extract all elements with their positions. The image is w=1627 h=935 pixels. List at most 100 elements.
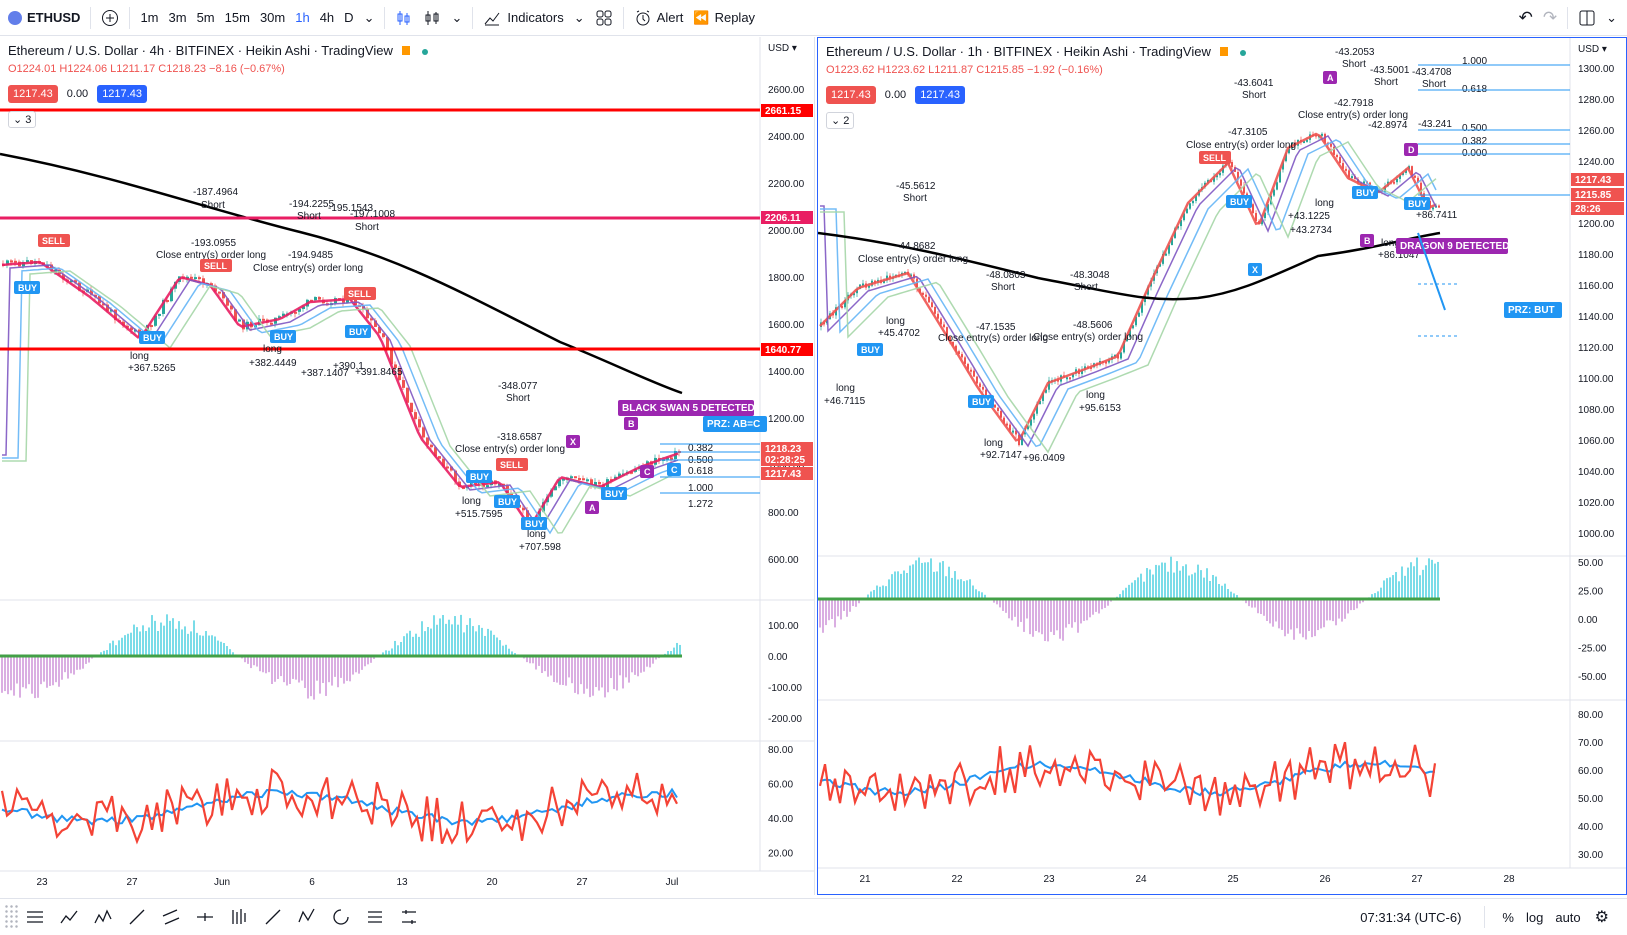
- signal-marker: [139, 331, 165, 344]
- alert-button[interactable]: Alert: [629, 0, 689, 36]
- candle: [940, 318, 942, 325]
- pattern-tool-icon[interactable]: [290, 902, 324, 932]
- candle: [14, 260, 17, 263]
- trade-annotation: long: [527, 529, 546, 540]
- signal-marker: [1226, 195, 1252, 208]
- candle: [1066, 377, 1068, 380]
- candle: [394, 364, 397, 369]
- trade-annotation: +86.7411: [1416, 210, 1458, 221]
- osc-tick: 50.00: [1578, 558, 1603, 569]
- chart-type-tool-icon[interactable]: [18, 902, 52, 932]
- time-tick: Jul: [666, 877, 679, 888]
- candle: [1108, 359, 1110, 363]
- trade-annotation: PRZ: AB=C: [707, 419, 760, 430]
- left-chart-pane[interactable]: USD ▾ 2600.00 2400.00 2200.00 2000.00 1800.00…: [0, 37, 815, 895]
- indicators-button[interactable]: Indicators: [478, 0, 568, 36]
- redo-icon[interactable]: ↷: [1542, 7, 1558, 27]
- interval-5m[interactable]: 5m: [196, 10, 215, 25]
- interval-1h[interactable]: 1h: [295, 10, 310, 25]
- chevron-down-icon[interactable]: ⌄: [451, 9, 463, 25]
- price-tick: 1060.00: [1578, 436, 1615, 447]
- parallel-channel-tool-icon[interactable]: [154, 902, 188, 932]
- interval-3m[interactable]: 3m: [168, 10, 187, 25]
- signal-marker-label: BUY: [1356, 188, 1375, 198]
- drag-handle-icon[interactable]: [4, 904, 18, 930]
- trade-annotation: long: [462, 496, 481, 507]
- trade-annotation: +391.8465: [355, 367, 403, 378]
- sliders-tool-icon[interactable]: [392, 902, 426, 932]
- sell-price[interactable]: 1217.43: [8, 85, 58, 103]
- trade-annotation: -318.6587: [497, 432, 542, 443]
- clock-time[interactable]: 07:31:34 (UTC-6): [1360, 909, 1462, 925]
- right-chart-canvas[interactable]: USD ▾1300.001280.001260.001240.001220.00…: [818, 38, 1626, 894]
- auto-toggle[interactable]: auto: [1555, 909, 1581, 925]
- candle: [298, 308, 301, 312]
- candle: [997, 407, 999, 411]
- trade-annotation: Short: [1342, 59, 1366, 70]
- layout-icon[interactable]: [1573, 0, 1601, 36]
- candle: [1264, 212, 1266, 219]
- time-tick: 23: [36, 877, 48, 888]
- signal-marker-label: B: [1364, 236, 1371, 246]
- interval-30m[interactable]: 30m: [259, 10, 286, 25]
- chevron-down-icon[interactable]: ⌄: [1606, 9, 1617, 25]
- interval-1m[interactable]: 1m: [140, 10, 159, 25]
- candle-style-icon[interactable]: [418, 0, 446, 36]
- compare-add-icon[interactable]: [96, 0, 124, 36]
- left-chart-canvas[interactable]: USD ▾ 2600.00 2400.00 2200.00 2000.00 1800.00…: [0, 37, 815, 895]
- loop-arrow-tool-icon[interactable]: [324, 902, 358, 932]
- right-chart-pane[interactable]: USD ▾1300.001280.001260.001240.001220.00…: [817, 37, 1627, 895]
- signal-marker: [1404, 143, 1418, 156]
- bar-style-icon[interactable]: [390, 0, 418, 36]
- candle: [1288, 148, 1290, 154]
- symbol-label: ETHUSD: [27, 10, 81, 25]
- position-tool-icon[interactable]: [188, 902, 222, 932]
- alternating-lines-tool-icon[interactable]: [86, 902, 120, 932]
- settings-gear-icon[interactable]: ⚙: [1594, 909, 1609, 926]
- trade-annotation: -48.0803: [986, 270, 1026, 281]
- right-collapse-toggle[interactable]: ⌄ 2: [826, 112, 855, 129]
- trade-annotation: +46.7115: [824, 396, 866, 407]
- templates-icon[interactable]: [590, 0, 618, 36]
- log-toggle[interactable]: log: [1525, 909, 1544, 925]
- candle: [270, 322, 273, 325]
- replay-button[interactable]: ⏪ Replay: [688, 0, 760, 36]
- vertical-bars-tool-icon[interactable]: [222, 902, 256, 932]
- candle: [1396, 178, 1398, 183]
- symbol-search[interactable]: ETHUSD: [0, 0, 85, 36]
- candle: [1261, 218, 1263, 225]
- price-tick: 2200.00: [768, 179, 805, 190]
- candle: [558, 479, 561, 487]
- sell-price[interactable]: 1217.43: [826, 86, 876, 104]
- line-segment-tool-icon[interactable]: [256, 902, 290, 932]
- signal-marker-label: BUY: [470, 472, 489, 482]
- left-collapse-toggle[interactable]: ⌄ 3: [8, 111, 37, 128]
- interval-15m[interactable]: 15m: [224, 10, 250, 25]
- candle: [26, 260, 29, 263]
- interval-d[interactable]: D: [344, 10, 354, 25]
- candle: [1267, 204, 1269, 213]
- signal-marker: [496, 458, 528, 471]
- rsi-tick: 20.00: [768, 849, 793, 860]
- trade-annotation: -45.5612: [896, 181, 936, 192]
- list-settings-tool-icon[interactable]: [358, 902, 392, 932]
- multi-point-tool-icon[interactable]: [52, 902, 86, 932]
- undo-icon[interactable]: ↶: [1518, 7, 1533, 27]
- trend-line-tool-icon[interactable]: [120, 902, 154, 932]
- candle: [126, 325, 129, 328]
- percent-toggle[interactable]: %: [1502, 909, 1514, 925]
- candle: [418, 419, 421, 428]
- osc-tick: 0.00: [768, 652, 788, 663]
- chevron-down-icon[interactable]: ⌄: [363, 9, 375, 25]
- buy-price[interactable]: 1217.43: [97, 85, 147, 103]
- candle: [386, 337, 389, 350]
- divider: [129, 6, 131, 29]
- buy-price[interactable]: 1217.43: [915, 86, 965, 104]
- trade-annotation: -43.5001: [1370, 65, 1410, 76]
- chevron-down-icon[interactable]: ⌄: [573, 9, 585, 25]
- right-ohlc: O1223.62 H1223.62 L1211.87 C1215.85 −1.9…: [826, 64, 1103, 76]
- candle: [6, 260, 9, 266]
- trade-annotation: -42.7918: [1334, 98, 1374, 109]
- interval-4h[interactable]: 4h: [319, 10, 335, 25]
- candle: [1276, 182, 1278, 190]
